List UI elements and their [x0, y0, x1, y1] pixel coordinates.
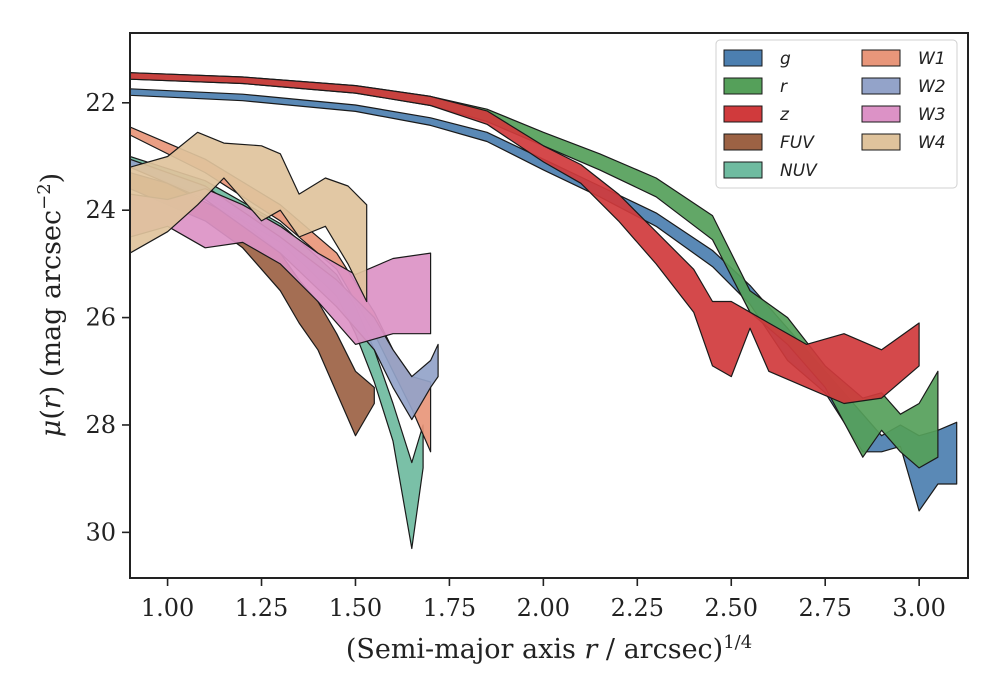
x-tick-label: 1.50	[329, 594, 382, 622]
legend-frame	[715, 39, 958, 189]
legend-swatch-z	[723, 105, 763, 123]
x-tick-label: 2.00	[517, 594, 570, 622]
legend-label-r: r	[780, 77, 788, 97]
legend-swatch-w4	[861, 133, 901, 151]
legend-swatch-w1	[861, 49, 901, 67]
legend-label-w1: W1	[918, 49, 946, 69]
legend-swatch-w2	[861, 77, 901, 95]
legend-swatch-r	[723, 77, 763, 95]
legend-swatch-nuv	[723, 161, 763, 179]
band-z	[130, 72, 920, 405]
legend-label-w2: W2	[918, 77, 946, 97]
legend-swatch-w3	[861, 105, 901, 123]
plot-frame	[129, 32, 969, 579]
legend-label-fuv: FUV	[780, 133, 815, 153]
legend-label-g: g	[780, 49, 791, 69]
legend-label-w4: W4	[918, 133, 946, 153]
x-tick-label: 2.75	[798, 594, 851, 622]
y-axis-label: μ(r) (mag arcsec−2)	[34, 173, 67, 437]
legend-label-nuv: NUV	[780, 161, 818, 181]
legend: grz FUV NUV W1 W2 W3 W4	[715, 39, 958, 189]
y-axis-ticks: 22 24 26 28 30	[85, 89, 130, 546]
x-axis-label: (Semi-major axis r / arcsec)1/4	[346, 632, 752, 665]
x-tick-label: 1.25	[235, 594, 288, 622]
legend-swatch-fuv	[723, 133, 763, 151]
y-tick-label: 28	[85, 411, 116, 439]
profile-bands	[130, 72, 958, 550]
x-tick-label: 1.75	[423, 594, 476, 622]
y-tick-label: 24	[85, 196, 116, 224]
band-w4	[130, 131, 368, 303]
x-tick-label: 1.00	[141, 594, 194, 622]
legend-label-z: z	[779, 105, 790, 125]
x-tick-label: 2.50	[705, 594, 758, 622]
y-tick-label: 26	[85, 304, 116, 332]
x-tick-label: 2.25	[611, 594, 664, 622]
y-tick-label: 30	[85, 518, 116, 546]
x-axis-ticks: 1.00 1.25 1.50 1.75 2.00 2.25 2.50 2.75 3.00	[141, 578, 946, 622]
legend-label-w3: W3	[918, 105, 946, 125]
legend-swatch-g	[723, 49, 763, 67]
x-tick-label: 3.00	[892, 594, 945, 622]
y-tick-label: 22	[85, 89, 116, 117]
band-w3	[130, 188, 432, 345]
